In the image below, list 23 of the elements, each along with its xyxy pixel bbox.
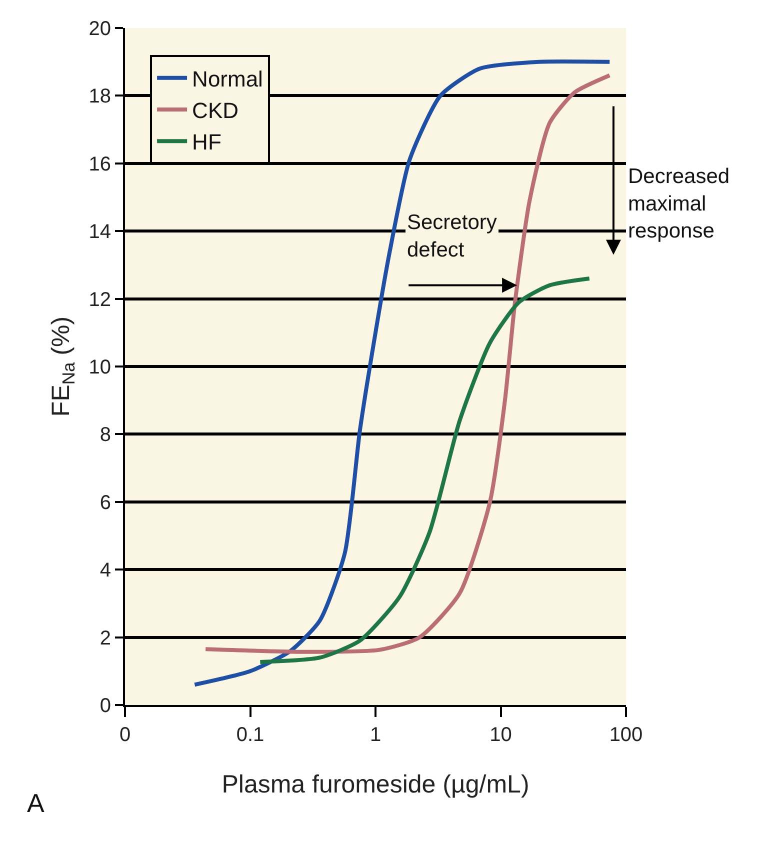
legend-label: CKD xyxy=(192,98,239,124)
x-tick-label: 10 xyxy=(490,724,512,746)
annotation: Secretory defect xyxy=(407,211,498,262)
x-tick-label: 0.1 xyxy=(236,724,264,746)
legend-label: HF xyxy=(192,130,222,155)
y-tick-label: 20 xyxy=(88,18,111,40)
y-tick-label: 16 xyxy=(88,153,111,176)
y-tick-label: 18 xyxy=(88,86,111,108)
y-tick-label: 12 xyxy=(88,288,111,311)
y-tick-label: 2 xyxy=(100,627,111,650)
y-tick-label: 14 xyxy=(88,221,111,244)
x-tick-label: 1 xyxy=(370,724,382,746)
x-tick-label: 0 xyxy=(119,724,131,746)
y-tick-label: 10 xyxy=(88,356,111,378)
x-axis-title: Plasma furomeside (µg/mL) xyxy=(222,770,530,798)
y-tick-label: 8 xyxy=(100,424,111,446)
text: Decreased maximal response xyxy=(628,165,730,243)
y-tick-label: 4 xyxy=(100,560,111,582)
y-tick-label: 6 xyxy=(100,492,111,514)
legend-label: Normal xyxy=(192,66,263,92)
x-tick-label: 100 xyxy=(609,724,643,746)
text: A xyxy=(27,788,45,818)
y-tick-label: 0 xyxy=(100,695,111,717)
